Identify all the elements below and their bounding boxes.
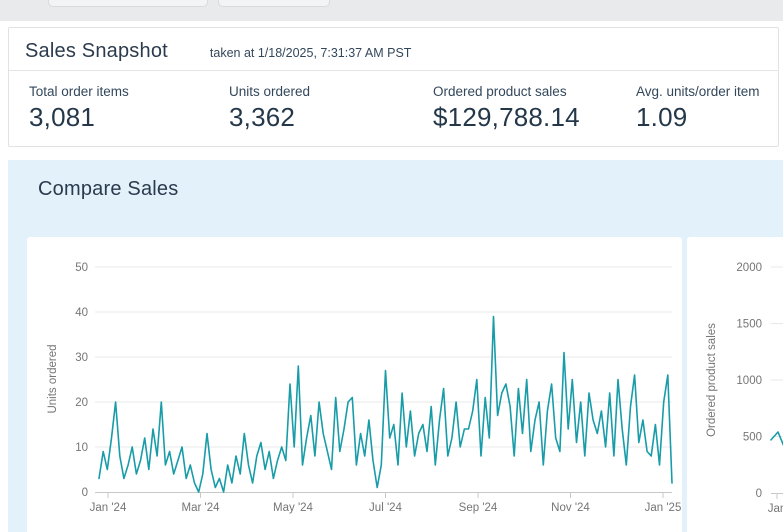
svg-text:Jul '24: Jul '24 bbox=[369, 502, 402, 514]
svg-text:May '24: May '24 bbox=[273, 502, 314, 514]
svg-text:0: 0 bbox=[756, 488, 762, 500]
ordered-product-sales-line-chart: 0 500 1000 1500 2000 Jan Ordered product sales bbox=[706, 262, 783, 515]
metric-ordered-product-sales: Ordered product sales $129,788.14 bbox=[433, 84, 636, 133]
metric-value: 1.09 bbox=[636, 102, 688, 132]
svg-text:50: 50 bbox=[75, 262, 88, 274]
units-ordered-chart-card: 0 10 20 30 40 50 Jan '24 Mar '24 May '24 Jul '24 S… bbox=[27, 237, 682, 532]
svg-text:Units ordered: Units ordered bbox=[47, 344, 59, 413]
ordered-product-sales-chart-card: 0 500 1000 1500 2000 Jan Ordered product sales bbox=[687, 237, 783, 532]
svg-text:20: 20 bbox=[75, 397, 88, 409]
compare-sales-title: Compare Sales bbox=[38, 178, 179, 200]
metric-label: Total order items bbox=[29, 84, 129, 99]
metric-avg-units-per-order: Avg. units/order item 1.09 bbox=[636, 84, 760, 133]
svg-text:Mar '24: Mar '24 bbox=[182, 502, 221, 514]
metric-label: Avg. units/order item bbox=[636, 84, 760, 99]
snapshot-metrics-row: Total order items 3,081 Units ordered 3,… bbox=[9, 71, 778, 133]
svg-text:Jan: Jan bbox=[768, 503, 783, 515]
sales-snapshot-header: Sales Snapshot taken at 1/18/2025, 7:31:… bbox=[9, 28, 778, 71]
metric-value: 3,081 bbox=[29, 102, 96, 132]
sales-snapshot-card: Sales Snapshot taken at 1/18/2025, 7:31:… bbox=[8, 27, 779, 147]
svg-text:2000: 2000 bbox=[736, 262, 762, 274]
units-ordered-line-chart: 0 10 20 30 40 50 Jan '24 Mar '24 May '24 Jul '24 S… bbox=[47, 262, 682, 514]
svg-text:Nov '24: Nov '24 bbox=[551, 502, 590, 514]
svg-text:10: 10 bbox=[75, 442, 88, 454]
metric-units-ordered: Units ordered 3,362 bbox=[229, 84, 433, 133]
sales-snapshot-title: Sales Snapshot bbox=[25, 40, 168, 62]
compare-sales-panel: Compare Sales 0 10 20 30 40 50 Jan '24 Mar '24 M… bbox=[8, 160, 783, 532]
svg-text:500: 500 bbox=[743, 432, 762, 444]
snapshot-timestamp: taken at 1/18/2025, 7:31:37 AM PST bbox=[209, 46, 412, 60]
svg-text:Ordered product sales: Ordered product sales bbox=[706, 323, 718, 437]
svg-text:0: 0 bbox=[82, 487, 88, 499]
browser-tab[interactable] bbox=[218, 0, 330, 7]
metric-label: Units ordered bbox=[229, 84, 311, 99]
metric-value: 3,362 bbox=[229, 102, 296, 132]
svg-text:30: 30 bbox=[75, 352, 88, 364]
metric-label: Ordered product sales bbox=[433, 84, 567, 99]
svg-text:1500: 1500 bbox=[736, 319, 762, 331]
svg-text:40: 40 bbox=[75, 307, 88, 319]
metric-total-order-items: Total order items 3,081 bbox=[29, 84, 229, 133]
svg-text:1000: 1000 bbox=[736, 375, 762, 387]
metric-value: $129,788.14 bbox=[433, 102, 580, 132]
charts-row: 0 10 20 30 40 50 Jan '24 Mar '24 May '24 Jul '24 S… bbox=[27, 237, 783, 532]
svg-text:Sep '24: Sep '24 bbox=[459, 502, 498, 514]
browser-tab-strip bbox=[0, 0, 783, 21]
svg-text:Jan '24: Jan '24 bbox=[90, 502, 127, 514]
browser-tab[interactable] bbox=[48, 0, 208, 7]
svg-text:Jan '25: Jan '25 bbox=[645, 502, 682, 514]
